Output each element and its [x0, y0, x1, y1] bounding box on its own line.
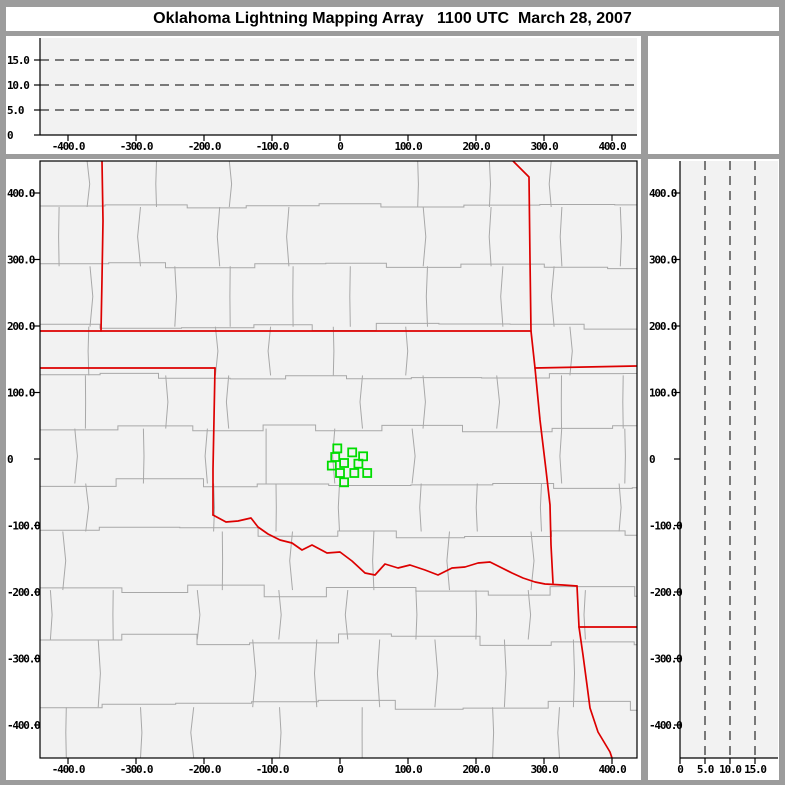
- svg-text:15.0: 15.0: [7, 54, 29, 67]
- svg-text:100.0: 100.0: [7, 387, 35, 400]
- ns-altitude-canvas[interactable]: 400.0 300.0 200.0 100.0 0 -100.0 -200.0 -300.0 -…: [648, 159, 779, 780]
- svg-text:5.0: 5.0: [7, 104, 24, 117]
- svg-text:-100.0: -100.0: [256, 763, 289, 776]
- svg-text:-200.0: -200.0: [649, 586, 682, 599]
- svg-text:-300.0: -300.0: [120, 140, 153, 153]
- svg-text:200.0: 200.0: [7, 320, 35, 333]
- ns-altitude-panel: 400.0 300.0 200.0 100.0 0 -100.0 -200.0 -300.0 -…: [648, 159, 779, 780]
- svg-text:300.0: 300.0: [7, 254, 35, 267]
- svg-text:100.0: 100.0: [394, 140, 422, 153]
- svg-text:300.0: 300.0: [530, 140, 558, 153]
- svg-text:0: 0: [7, 129, 13, 142]
- svg-text:-200.0: -200.0: [188, 140, 221, 153]
- svg-text:400.0: 400.0: [649, 187, 677, 200]
- svg-text:0: 0: [337, 140, 343, 153]
- title-bar: Oklahoma Lightning Mapping Array 1100 UT…: [6, 7, 779, 31]
- svg-text:0: 0: [337, 763, 343, 776]
- ew-altitude-panel: 15.0 10.0 5.0 0 -400.0 -300.0 -200.0 -100.0 0 100…: [6, 36, 641, 154]
- svg-text:-100.0: -100.0: [7, 520, 40, 533]
- svg-text:-200.0: -200.0: [7, 586, 40, 599]
- svg-text:-300.0: -300.0: [649, 653, 682, 666]
- svg-text:200.0: 200.0: [462, 140, 490, 153]
- svg-text:400.0: 400.0: [7, 187, 35, 200]
- svg-text:0: 0: [649, 453, 655, 466]
- svg-text:-400.0: -400.0: [52, 140, 85, 153]
- svg-text:100.0: 100.0: [394, 763, 422, 776]
- svg-text:-300.0: -300.0: [120, 763, 153, 776]
- svg-text:400.0: 400.0: [598, 140, 626, 153]
- svg-text:100.0: 100.0: [649, 387, 677, 400]
- page-title: Oklahoma Lightning Mapping Array 1100 UT…: [153, 10, 632, 27]
- svg-text:0: 0: [7, 453, 13, 466]
- svg-text:200.0: 200.0: [462, 763, 490, 776]
- svg-text:5.0: 5.0: [697, 763, 714, 776]
- svg-text:300.0: 300.0: [649, 254, 677, 267]
- svg-text:15.0: 15.0: [744, 763, 766, 776]
- ew-altitude-canvas[interactable]: 15.0 10.0 5.0 0 -400.0 -300.0 -200.0 -100.0 0 100…: [6, 36, 641, 154]
- svg-text:10.0: 10.0: [719, 763, 741, 776]
- map-panel: 400.0 300.0 200.0 100.0 0 -100.0 -200.0 -300.0 -…: [6, 159, 641, 780]
- svg-text:-400.0: -400.0: [52, 763, 85, 776]
- svg-text:400.0: 400.0: [598, 763, 626, 776]
- svg-text:300.0: 300.0: [530, 763, 558, 776]
- svg-text:200.0: 200.0: [649, 320, 677, 333]
- svg-text:-400.0: -400.0: [649, 719, 682, 732]
- svg-text:-200.0: -200.0: [188, 763, 221, 776]
- svg-text:0: 0: [677, 763, 683, 776]
- blank-corner-panel: [648, 36, 779, 154]
- svg-text:-100.0: -100.0: [256, 140, 289, 153]
- svg-text:10.0: 10.0: [7, 79, 29, 92]
- svg-text:-300.0: -300.0: [7, 653, 40, 666]
- svg-text:-400.0: -400.0: [7, 719, 40, 732]
- map-canvas[interactable]: 400.0 300.0 200.0 100.0 0 -100.0 -200.0 -300.0 -…: [6, 159, 641, 780]
- svg-text:-100.0: -100.0: [649, 520, 682, 533]
